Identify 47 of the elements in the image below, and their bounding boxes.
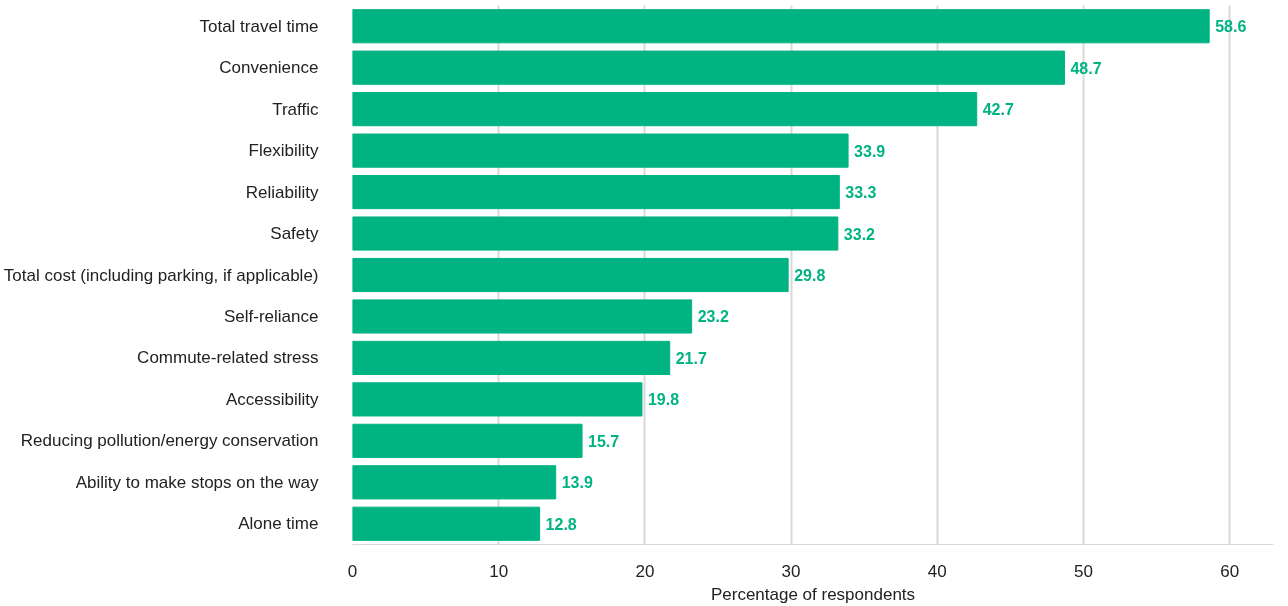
data-label: 21.7 xyxy=(675,349,707,367)
data-label: 42.7 xyxy=(982,101,1014,119)
y-tick-label: Self-reliance xyxy=(224,306,319,326)
bar xyxy=(352,423,583,458)
bar xyxy=(352,9,1210,44)
bar xyxy=(352,50,1065,85)
bar xyxy=(352,133,849,168)
x-tick-label: 0 xyxy=(347,561,358,581)
data-label: 23.2 xyxy=(697,308,729,326)
y-tick-label: Flexibility xyxy=(248,141,319,161)
data-label: 13.9 xyxy=(561,474,593,492)
bar xyxy=(352,92,978,127)
data-label: 58.6 xyxy=(1215,18,1247,36)
bar xyxy=(352,382,643,417)
y-tick-label: Convenience xyxy=(219,58,319,78)
y-tick-label: Reducing pollution/energy conservation xyxy=(20,431,319,451)
x-tick-label: 10 xyxy=(489,561,509,581)
data-label: 19.8 xyxy=(647,391,680,409)
bar xyxy=(352,257,789,293)
data-label: 33.9 xyxy=(854,142,886,160)
y-tick-label: Total travel time xyxy=(199,16,319,36)
bar xyxy=(352,506,541,541)
data-label: 15.7 xyxy=(588,432,620,450)
x-tick-label: 60 xyxy=(1220,561,1240,581)
x-tick-label: 30 xyxy=(781,561,801,581)
x-axis-title: Percentage of respondents xyxy=(710,584,916,604)
y-tick-label: Ability to make stops on the way xyxy=(75,472,319,492)
x-tick-label: 20 xyxy=(635,561,655,581)
data-label: 29.8 xyxy=(794,267,826,284)
bar xyxy=(352,465,557,500)
y-tick-label: Reliability xyxy=(245,182,319,202)
bar xyxy=(352,174,840,210)
y-tick-label: Traffic xyxy=(272,99,319,119)
y-tick-label: Accessibility xyxy=(225,389,319,409)
bar xyxy=(352,340,671,376)
bar xyxy=(352,299,693,334)
data-label: 48.7 xyxy=(1070,59,1102,77)
y-tick-label: Safety xyxy=(270,224,319,244)
data-label: 33.2 xyxy=(843,225,876,243)
y-tick-label: Total cost (including parking, if applicable) xyxy=(3,265,319,285)
x-tick-label: 50 xyxy=(1074,561,1093,581)
data-label: 33.3 xyxy=(845,184,877,202)
y-tick-label: Alone time xyxy=(238,514,319,534)
data-label: 12.8 xyxy=(545,515,577,533)
y-tick-label: Commute-related stress xyxy=(137,348,319,368)
bar xyxy=(352,216,839,251)
x-tick-label: 40 xyxy=(927,561,947,581)
